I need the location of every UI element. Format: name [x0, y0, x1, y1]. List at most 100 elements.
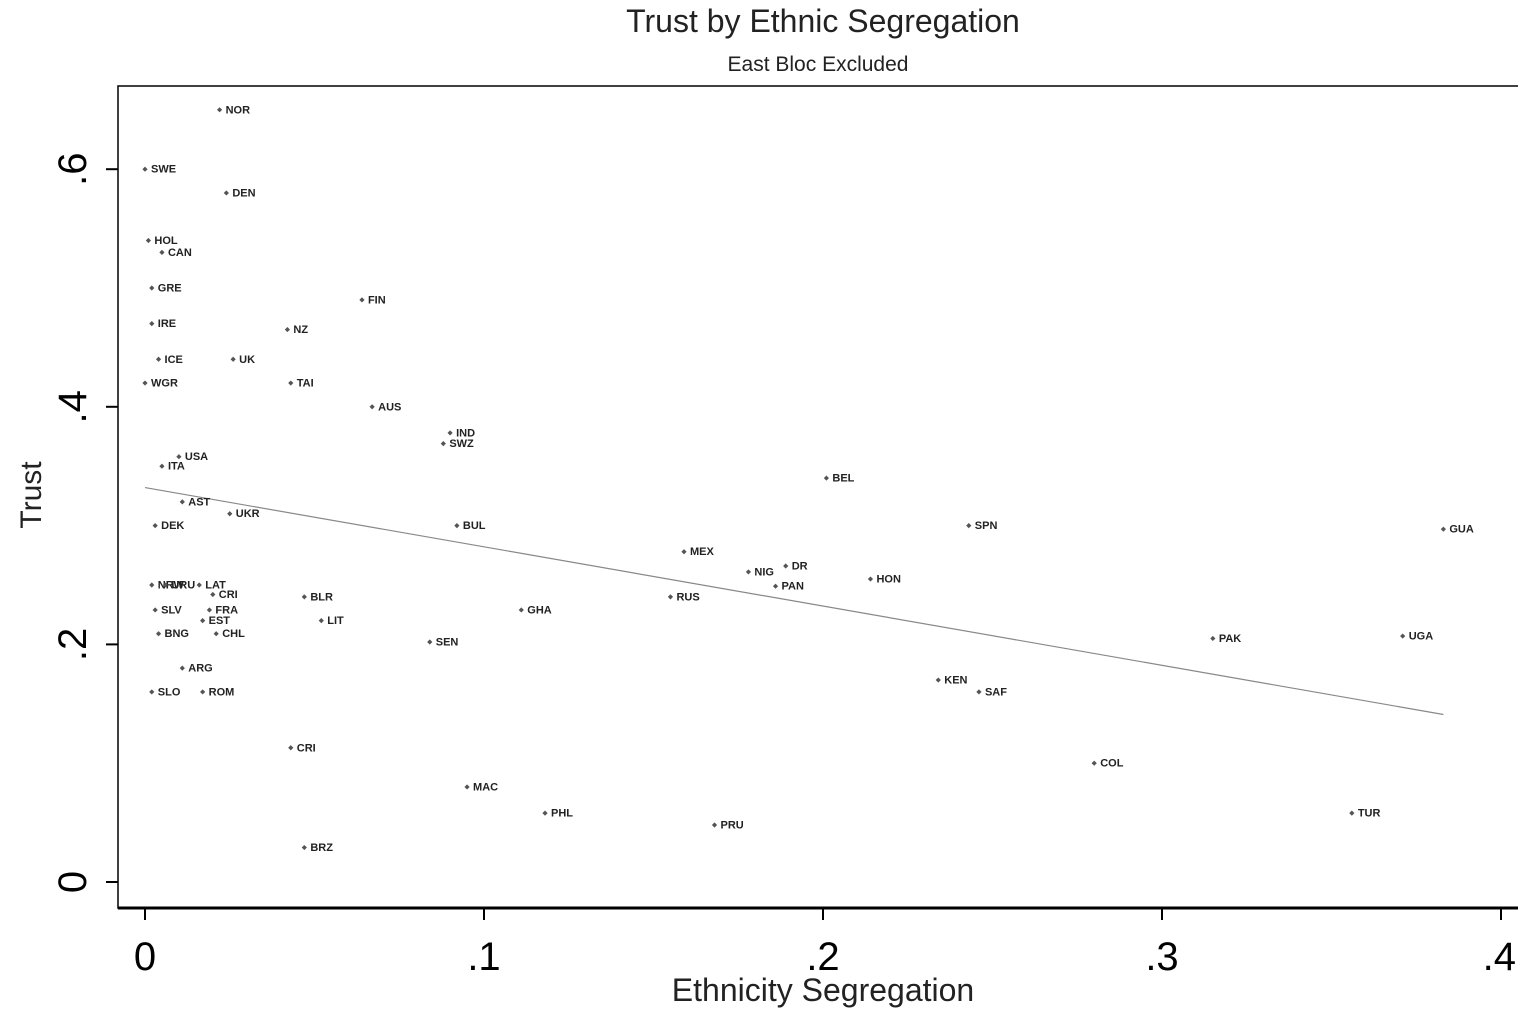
point-label: UGA [1409, 631, 1434, 643]
point-label: ITA [168, 461, 185, 473]
point-label: TAI [297, 378, 314, 390]
point-label: UKR [236, 508, 260, 520]
data-point [216, 107, 223, 113]
data-point [200, 618, 206, 624]
point-label: DEN [232, 187, 255, 199]
point-label: UK [239, 354, 255, 366]
data-point [155, 631, 162, 637]
x-tick-label: .1 [467, 935, 500, 979]
data-point [149, 285, 155, 291]
point-label: GRE [158, 283, 182, 295]
data-point [149, 582, 155, 588]
data-point [823, 475, 829, 481]
data-point [976, 689, 982, 695]
data-point [681, 549, 687, 555]
point-label: NIG [754, 566, 774, 578]
data-point [162, 582, 168, 588]
data-point [1440, 526, 1446, 532]
data-point [230, 356, 236, 362]
y-axis-label: Trust [15, 461, 48, 529]
point-label: NOR [226, 104, 251, 116]
point-label: CAN [168, 247, 192, 259]
point-label: EST [209, 615, 231, 627]
data-point [1400, 633, 1406, 639]
point-label: PRU [721, 819, 744, 831]
point-label: PHL [551, 808, 573, 820]
plot-border [117, 85, 1518, 909]
data-point [867, 576, 874, 582]
point-label: AST [188, 496, 210, 508]
data-point [176, 454, 182, 460]
point-label: PAN [782, 581, 804, 593]
data-point [667, 594, 674, 600]
point-label: BNG [165, 628, 189, 640]
point-label: BLR [310, 591, 333, 603]
point-label: FIN [368, 294, 386, 306]
data-point [772, 583, 779, 589]
data-point [447, 430, 453, 436]
data-point [179, 499, 185, 505]
point-label: SLO [158, 686, 181, 698]
data-point [223, 190, 229, 196]
x-tick-label: .3 [1145, 935, 1178, 979]
data-point [783, 563, 789, 569]
point-label: GUA [1449, 524, 1474, 536]
point-label: MAC [473, 781, 498, 793]
data-point [301, 594, 307, 600]
point-label: SLV [161, 604, 182, 616]
data-point [301, 844, 307, 851]
y-tick-label: .2 [51, 628, 95, 661]
point-label: WGR [151, 378, 178, 390]
data-point [288, 745, 294, 751]
point-label: SAF [985, 686, 1007, 698]
point-label: ICE [165, 354, 183, 366]
data-point [369, 404, 375, 410]
y-tick-label: 0 [51, 871, 95, 893]
data-point [1091, 760, 1097, 766]
data-point [318, 618, 324, 624]
point-label: HOL [154, 235, 178, 247]
x-axis-ticks: 0 .1 .2 .3 .4 [134, 908, 1516, 979]
data-point [142, 166, 148, 172]
point-label: COL [1100, 758, 1124, 770]
point-label: MEX [690, 546, 715, 558]
data-point [227, 511, 233, 517]
data-point [142, 380, 148, 386]
data-point [427, 639, 433, 645]
point-label: CHL [222, 628, 245, 640]
data-point [196, 582, 202, 588]
data-point [152, 607, 158, 613]
data-point [966, 523, 972, 529]
point-label: BEL [832, 473, 854, 485]
point-label: URU [171, 580, 195, 592]
point-label: FRA [215, 604, 238, 616]
point-label: NZ [293, 324, 308, 336]
point-label: SWZ [449, 438, 474, 450]
point-label: CRI [219, 589, 238, 601]
point-label: NRW [158, 580, 185, 592]
data-point [213, 631, 219, 637]
data-point [542, 810, 548, 816]
data-point [288, 380, 294, 386]
point-label: HON [876, 574, 901, 586]
x-tick-label: 0 [134, 935, 156, 979]
point-label: IRE [158, 318, 176, 330]
point-label: ARG [188, 663, 212, 675]
point-label: KEN [944, 675, 967, 687]
data-point [149, 321, 155, 327]
data-point [145, 237, 151, 244]
data-point [159, 463, 165, 469]
chart-title: Trust by Ethnic Segregation [626, 3, 1020, 39]
point-label: LIT [327, 615, 344, 627]
data-point [149, 689, 155, 695]
point-label: ROM [209, 686, 235, 698]
data-point [210, 591, 216, 598]
data-point [152, 523, 158, 529]
data-point [179, 665, 185, 671]
point-label: BRZ [310, 842, 333, 854]
data-point [1349, 810, 1355, 816]
data-point [454, 523, 460, 529]
point-label: CRI [297, 742, 316, 754]
